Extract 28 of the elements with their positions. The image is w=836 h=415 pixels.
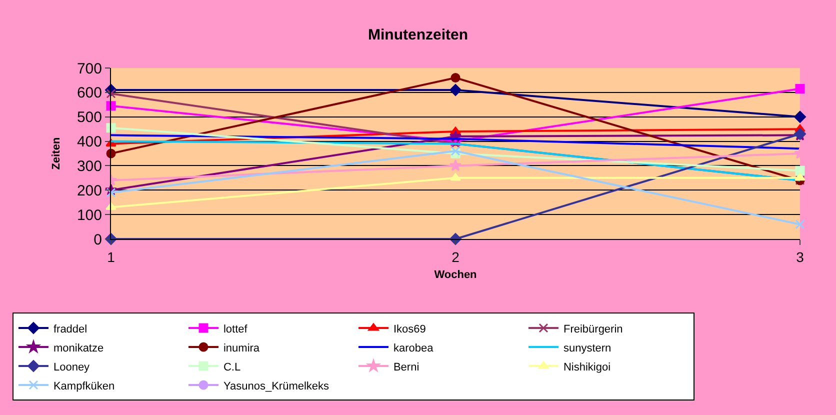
legend-label: monikatze [53, 342, 104, 354]
legend-label: karobea [393, 342, 434, 354]
chart-title: Minutenzeiten [368, 26, 468, 44]
y-tick-label: 700 [76, 60, 102, 78]
legend-label: inumira [223, 342, 260, 354]
y-axis-title: Zeiten [50, 137, 63, 170]
legend-label: Yasunos_Krümelkeks [223, 380, 330, 392]
x-tick-label: 3 [796, 248, 804, 265]
y-tick-label: 0 [94, 231, 102, 248]
x-tick-label: 2 [452, 248, 460, 265]
y-tick-label: 400 [76, 134, 102, 151]
x-axis-title: Wochen [434, 269, 478, 281]
legend-label: lottef [223, 323, 248, 336]
y-tick-label: 600 [76, 84, 102, 102]
legend-label: sunystern [563, 342, 612, 354]
y-tick-label: 100 [76, 206, 102, 224]
legend-label: Freibürgerin [563, 323, 623, 336]
legend-label: Ikos69 [393, 323, 426, 336]
x-tick-label: 1 [107, 248, 116, 265]
legend-label: C.L [223, 361, 241, 374]
legend-label: Kampfküken [53, 380, 115, 392]
y-tick-label: 200 [76, 182, 102, 200]
legend-label: Nishikigoi [563, 361, 611, 374]
legend-label: Berni [393, 361, 420, 374]
legend-label: fraddel [53, 323, 88, 336]
y-tick-label: 300 [76, 158, 102, 175]
y-tick-label: 500 [76, 109, 102, 126]
legend-label: Looney [53, 361, 90, 374]
